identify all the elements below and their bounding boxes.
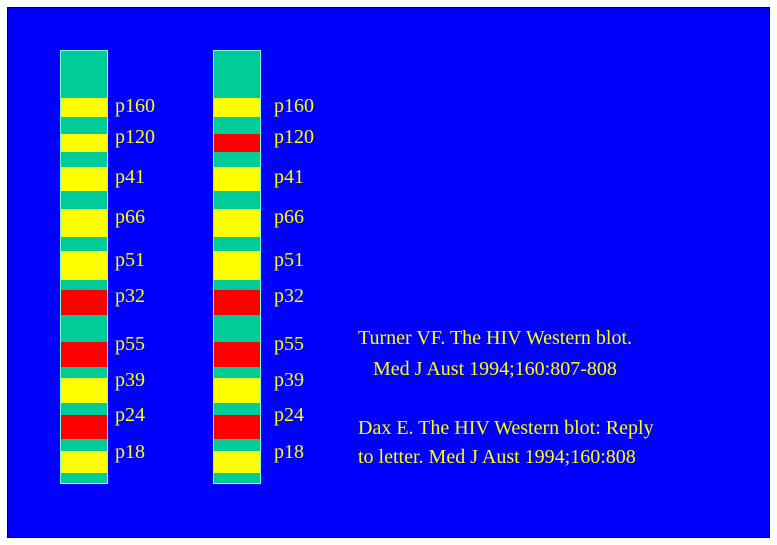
band-label-p24: p24 [115, 404, 145, 426]
reference-2-line-1: Dax E. The HIV Western blot: Reply [358, 417, 654, 439]
band-label-p55: p55 [115, 333, 145, 355]
band-p160 [61, 98, 107, 117]
band-label-p120: p120 [115, 126, 155, 148]
band-p66 [214, 209, 260, 237]
band-label-p41: p41 [274, 166, 304, 188]
reference-1-line-1: Turner VF. The HIV Western blot. [358, 327, 633, 349]
band-p39 [214, 378, 260, 403]
band-label-p51: p51 [115, 249, 145, 271]
band-label-p24: p24 [274, 404, 304, 426]
band-label-p160: p160 [274, 95, 314, 117]
band-p51 [61, 251, 107, 280]
band-p24 [214, 415, 260, 439]
band-p18 [214, 451, 260, 473]
band-label-p18: p18 [274, 441, 304, 463]
slide: Turner VF. The HIV Western blot. Med J A… [7, 7, 770, 538]
band-label-p32: p32 [274, 285, 304, 307]
band-label-p41: p41 [115, 166, 145, 188]
band-p55 [214, 342, 260, 367]
western-blot-strip-2 [213, 50, 261, 484]
band-p51 [214, 251, 260, 280]
band-p32 [214, 290, 260, 315]
band-p120 [214, 134, 260, 152]
band-label-p39: p39 [274, 369, 304, 391]
band-label-p66: p66 [274, 206, 304, 228]
band-label-p55: p55 [274, 333, 304, 355]
band-p32 [61, 290, 107, 315]
band-label-p66: p66 [115, 206, 145, 228]
western-blot-strip-1 [60, 50, 108, 484]
band-label-p18: p18 [115, 441, 145, 463]
band-label-p32: p32 [115, 285, 145, 307]
band-label-p39: p39 [115, 369, 145, 391]
band-p24 [61, 415, 107, 439]
band-p39 [61, 378, 107, 403]
band-p120 [61, 134, 107, 152]
band-label-p51: p51 [274, 249, 304, 271]
reference-1-line-2: Med J Aust 1994;160:807-808 [373, 358, 617, 380]
reference-2-line-2: to letter. Med J Aust 1994;160:808 [358, 446, 636, 468]
band-p55 [61, 342, 107, 367]
band-p160 [214, 98, 260, 117]
band-label-p160: p160 [115, 95, 155, 117]
band-label-p120: p120 [274, 126, 314, 148]
band-p66 [61, 209, 107, 237]
band-p18 [61, 451, 107, 473]
band-p41 [214, 167, 260, 191]
band-p41 [61, 167, 107, 191]
